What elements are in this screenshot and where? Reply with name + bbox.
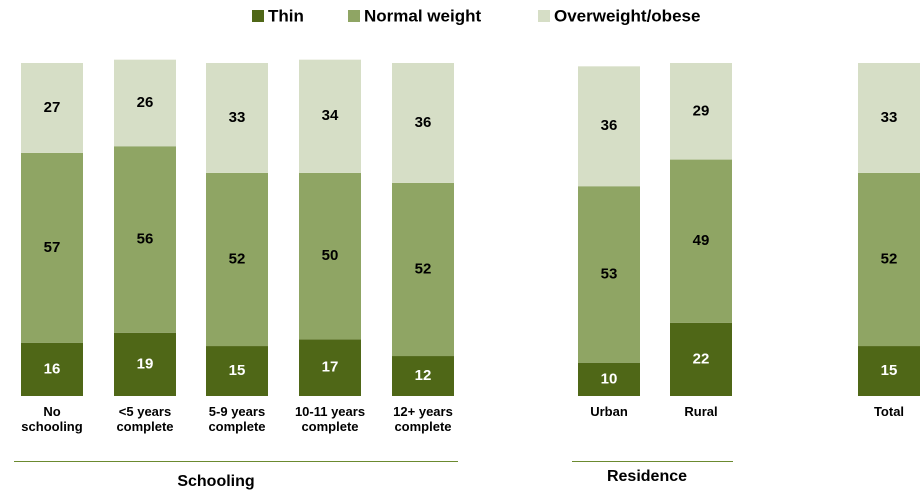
x-tick-label: Urban: [590, 404, 628, 419]
bar-segment: [670, 159, 732, 323]
bar-segment: [392, 356, 454, 396]
group-line: [14, 461, 458, 462]
bar-segment: [670, 63, 732, 160]
bar-segment: [21, 342, 83, 396]
x-tick-label: 5-9 years complete: [208, 404, 266, 434]
legend-label: Thin: [268, 6, 304, 25]
bar-segment: [578, 66, 640, 187]
bar-segment: [858, 346, 920, 396]
bar-segment: [114, 146, 176, 333]
x-tick-label: Total: [873, 404, 905, 419]
data-label: 15: [881, 362, 898, 379]
data-label: 16: [44, 360, 61, 377]
data-label: 36: [415, 114, 432, 131]
data-label: 15: [229, 362, 246, 379]
data-label: 19: [137, 355, 154, 372]
data-label: 52: [881, 250, 898, 267]
bar-segment: [114, 332, 176, 396]
data-label: 12: [415, 367, 432, 384]
legend-swatch: [538, 10, 550, 22]
bar-segment: [578, 362, 640, 396]
data-label: 17: [322, 359, 339, 376]
data-label: 49: [693, 232, 710, 249]
x-tick-label: 10-11 years complete: [294, 404, 366, 434]
group-label: Residence: [606, 468, 688, 485]
data-label: 56: [137, 230, 154, 247]
bar-segment: [114, 59, 176, 147]
data-label: 52: [229, 250, 246, 267]
data-label: 53: [601, 265, 618, 282]
x-tick-label: 12+ years complete: [393, 404, 453, 434]
bar-segment: [392, 182, 454, 357]
x-tick-label: Rural: [684, 404, 718, 419]
bar-segment: [299, 339, 361, 396]
bar-segment: [206, 63, 268, 173]
x-tick-label: No schooling: [21, 404, 83, 434]
group-label: Schooling: [177, 473, 255, 490]
bar-segment: [670, 322, 732, 396]
data-label: 57: [44, 239, 61, 256]
data-label: 27: [44, 99, 61, 116]
bar-segment: [578, 186, 640, 363]
data-label: 50: [322, 247, 339, 264]
group-line: [572, 461, 733, 462]
data-label: 26: [137, 94, 154, 111]
bar-segment: [206, 346, 268, 396]
bar-segment: [206, 172, 268, 347]
bar-segment: [299, 59, 361, 173]
bar-segment: [858, 63, 920, 173]
legend-swatch: [252, 10, 264, 22]
x-tick-label: <5 years complete: [116, 404, 174, 434]
data-label: 52: [415, 260, 432, 277]
legend-swatch: [348, 10, 360, 22]
data-label: 29: [693, 102, 710, 119]
data-label: 34: [322, 107, 339, 124]
bar-segment: [858, 172, 920, 347]
bar-segment: [21, 152, 83, 343]
data-label: 36: [601, 117, 618, 134]
legend-label: Overweight/obese: [554, 6, 700, 25]
data-label: 22: [693, 350, 710, 367]
bar-segment: [299, 172, 361, 340]
data-label: 10: [601, 370, 618, 387]
data-label: 33: [229, 109, 246, 126]
bar-segment: [392, 63, 454, 183]
bar-segment: [21, 63, 83, 153]
data-label: 33: [881, 109, 898, 126]
legend-label: Normal weight: [364, 6, 481, 25]
